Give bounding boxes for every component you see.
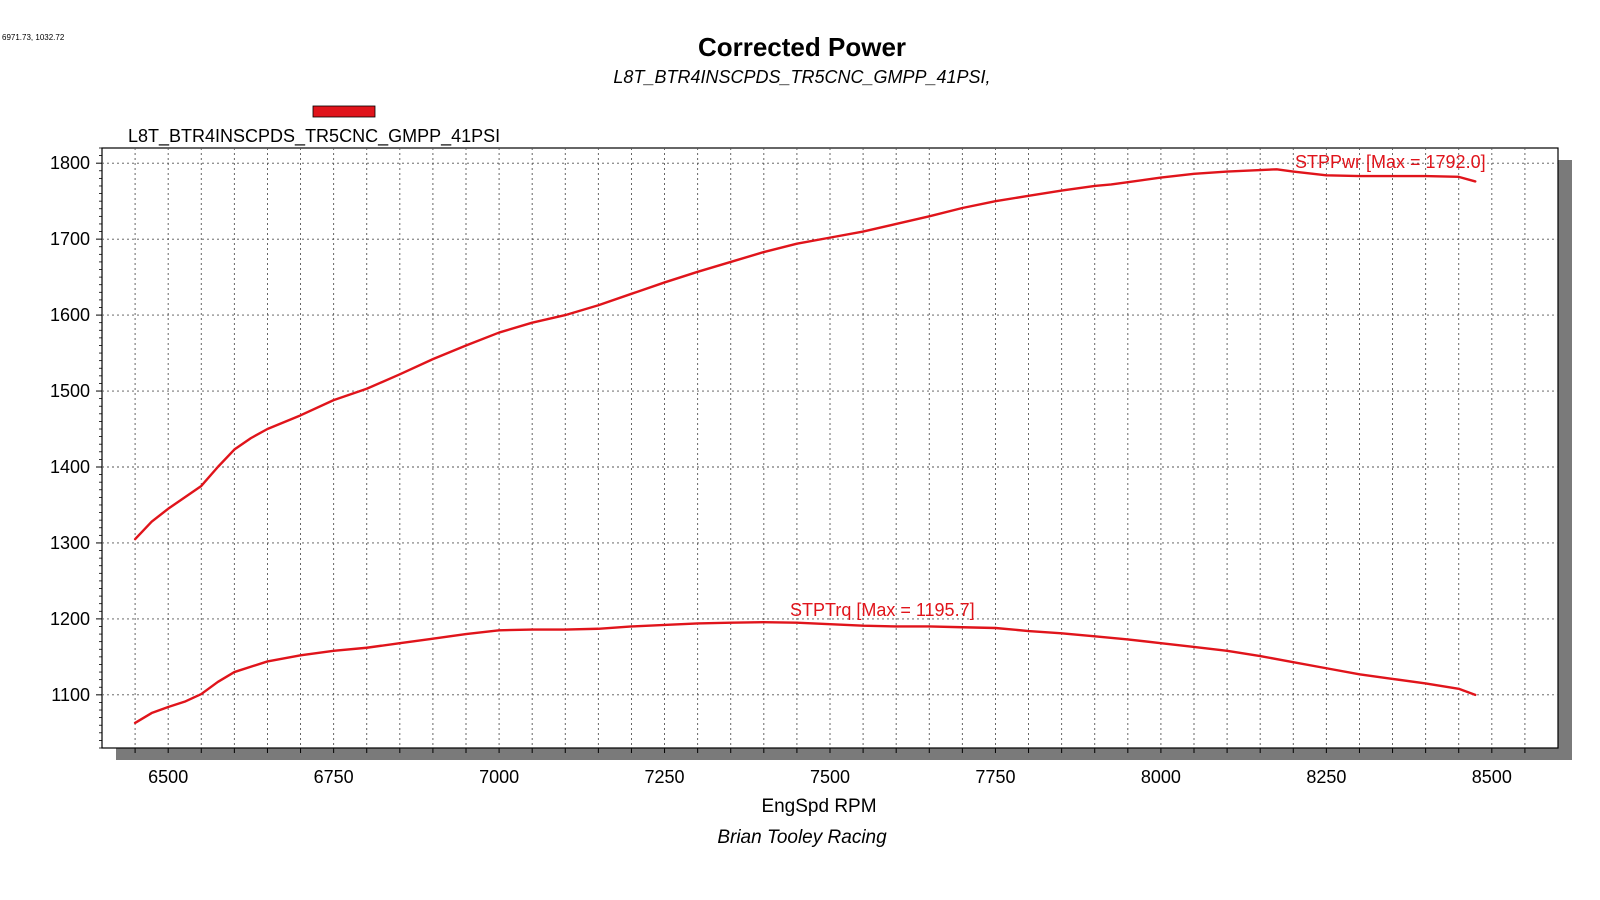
x-tick-labels: 6500 6750 7000 7250 7500 7750 8000 8250 8500 — [148, 767, 1512, 787]
x-tick-label: 7250 — [645, 767, 685, 787]
y-tick-label: 1800 — [50, 153, 90, 173]
footer-credit: Brian Tooley Racing — [717, 827, 887, 848]
legend-swatch — [312, 105, 376, 118]
y-tick-label: 1200 — [50, 609, 90, 629]
annotation-torque-max: STPTrq [Max = 1195.7] — [790, 600, 975, 620]
y-tick-label: 1700 — [50, 229, 90, 249]
y-tick-label: 1400 — [50, 457, 90, 477]
annotation-power-max: STPPwr [Max = 1792.0] — [1295, 152, 1486, 172]
y-tick-label: 1600 — [50, 305, 90, 325]
x-tick-label: 8500 — [1472, 767, 1512, 787]
legend-label: L8T_BTR4INSCPDS_TR5CNC_GMPP_41PSI — [128, 126, 500, 147]
y-tick-label: 1100 — [51, 685, 90, 705]
x-tick-label: 7750 — [975, 767, 1015, 787]
x-tick-label: 6500 — [148, 767, 188, 787]
corner-readout: 6971.73, 1032.72 — [2, 33, 65, 42]
x-axis-label: EngSpd RPM — [761, 796, 876, 817]
x-tick-label: 7500 — [810, 767, 850, 787]
x-tick-label: 6750 — [314, 767, 354, 787]
y-tick-label: 1500 — [50, 381, 90, 401]
chart-subtitle: L8T_BTR4INSCPDS_TR5CNC_GMPP_41PSI, — [613, 67, 990, 87]
y-tick-labels: 1100 1200 1300 1400 1500 1600 1700 1800 — [50, 153, 90, 705]
series-line-stptrq — [133, 620, 1477, 725]
x-tick-label: 8250 — [1306, 767, 1346, 787]
x-tick-label: 7000 — [479, 767, 519, 787]
grid-lines — [102, 148, 1558, 748]
series-lines — [133, 168, 1477, 725]
series-line-stppwr — [133, 168, 1477, 541]
chart-title: Corrected Power — [698, 32, 906, 62]
y-tick-label: 1300 — [50, 533, 90, 553]
axis-ticks — [96, 147, 1526, 753]
x-tick-label: 8000 — [1141, 767, 1181, 787]
